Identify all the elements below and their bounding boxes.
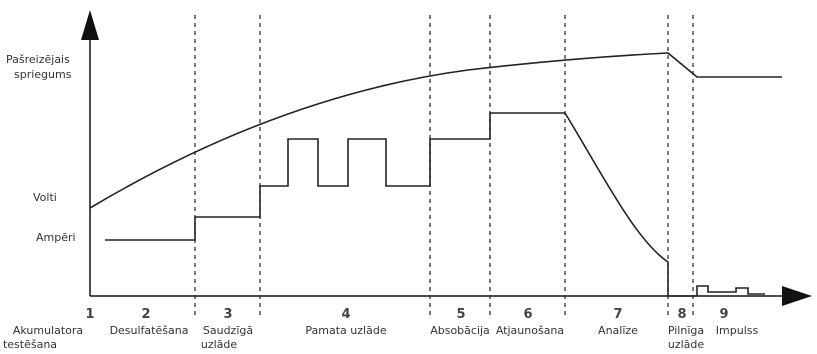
stage-5-name: Absobācija: [430, 324, 490, 337]
y-axis-arrow-icon: [81, 10, 99, 40]
stage-8-name-line1: Pilnīga: [668, 324, 704, 337]
x-axis-arrow-icon: [782, 286, 812, 306]
stage-3-name-line2: uzlāde: [201, 338, 238, 351]
stage-3-number: 3: [223, 307, 232, 322]
voltage-label-line1: Pašreizējais: [6, 53, 70, 66]
current-curve: [105, 112, 765, 297]
stage-7-name: Analīze: [598, 324, 638, 337]
stage-7-number: 7: [613, 307, 622, 322]
stage-8-number: 8: [677, 307, 686, 322]
stage-names: Akumulatora testēšana Desulfatēšana Saud…: [3, 324, 759, 351]
stage-2-name: Desulfatēšana: [110, 324, 189, 337]
stage-1-name-line2: testēšana: [3, 338, 57, 351]
voltage-label-line2: spriegums: [14, 68, 72, 81]
stage-9-name: Impulss: [716, 324, 759, 337]
amps-label: Ampēri: [36, 231, 76, 244]
stage-1-name-line1: Akumulatora: [13, 324, 83, 337]
stage-2-number: 2: [141, 307, 150, 322]
stage-1-number: 1: [85, 307, 94, 322]
stage-4-name: Pamata uzlāde: [305, 324, 386, 337]
voltage-curve: [89, 52, 782, 209]
stage-4-number: 4: [341, 307, 350, 322]
stage-8-name-line2: uzlāde: [668, 338, 705, 351]
volts-label: Volti: [33, 191, 57, 204]
stage-dividers: [194, 15, 694, 318]
stage-9-number: 9: [719, 307, 728, 322]
stage-3-name-line1: Saudzīgā: [203, 324, 253, 337]
stage-6-number: 6: [523, 307, 532, 322]
stage-6-name: Atjaunošana: [496, 324, 564, 337]
stage-numbers: 1 2 3 4 5 6 7 8 9: [85, 307, 728, 322]
stage-5-number: 5: [456, 307, 465, 322]
